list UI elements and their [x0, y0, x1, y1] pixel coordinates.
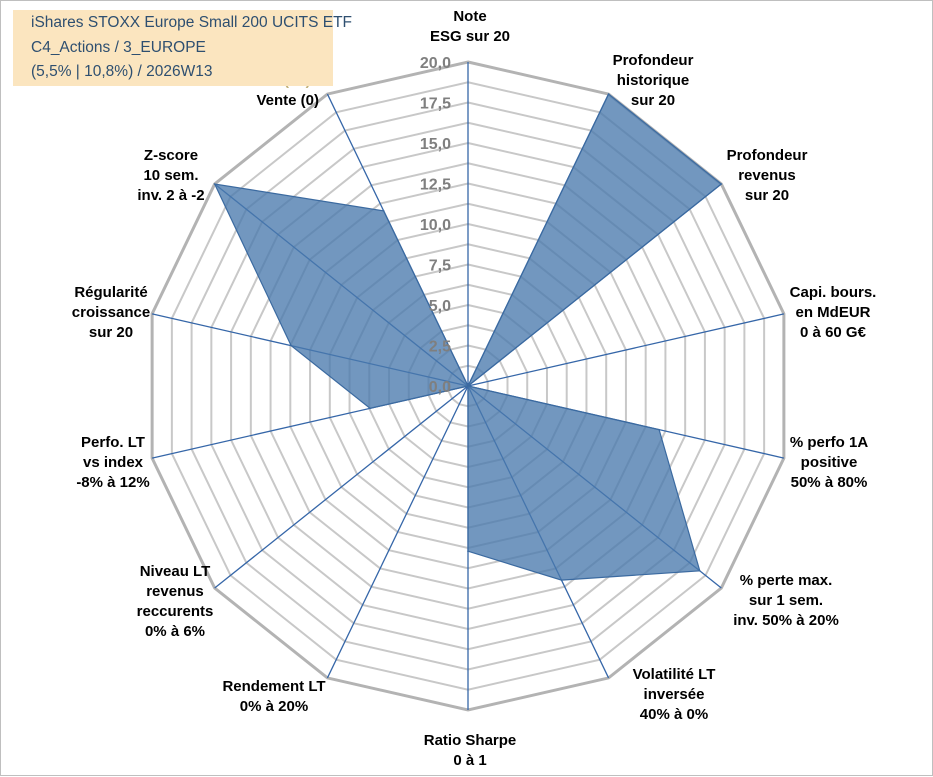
axis-label-line: en MdEUR [796, 304, 871, 321]
axis-label-line: ESG sur 20 [430, 28, 510, 45]
series-area [213, 93, 723, 581]
axis-label-volatilite: Volatilité LT inversée 40% à 0% [633, 666, 716, 723]
axis-label-esg: Note ESG sur 20 [430, 8, 510, 45]
axis-label-rendement: Rendement LT 0% à 20% [222, 678, 325, 715]
axis-label-line: inv. 2 à -2 [137, 187, 204, 204]
axis-label-line: 0% à 6% [145, 623, 205, 640]
data-point [382, 210, 385, 212]
axis-label-line: historique [617, 72, 690, 89]
axis-label-line: reccurents [137, 603, 214, 620]
axis-label-line: positive [801, 454, 858, 471]
tick-label: 17,5 [420, 96, 451, 113]
axis-label-line: Z-score [144, 147, 198, 164]
axis-label-line: 50% à 80% [791, 474, 868, 491]
axis-label-line: Profondeur [613, 52, 694, 69]
tick-label: 10,0 [420, 217, 451, 234]
axis-label-ratio-sharpe: Ratio Sharpe 0 à 1 [424, 732, 517, 769]
tick-label: 2,5 [429, 339, 451, 356]
chart-title: iShares STOXX Europe Small 200 UCITS ETF [31, 14, 353, 31]
axis-label-line: croissance [72, 304, 150, 321]
data-point [720, 183, 723, 185]
axis-label-perfo-1a: % perfo 1A positive 50% à 80% [790, 434, 869, 491]
data-point [607, 93, 610, 95]
chart-subtitle-category: C4_Actions / 3_EUROPE [31, 39, 206, 56]
spoke-line [467, 313, 785, 387]
tick-label: 7,5 [429, 258, 451, 275]
axis-label-perte-max: % perte max. sur 1 sem. inv. 50% à 20% [733, 572, 839, 629]
spoke-line [214, 385, 469, 589]
chart-title-box: iShares STOXX Europe Small 200 UCITS ETF… [13, 10, 352, 86]
data-point [698, 570, 701, 572]
axis-label-perfo-lt: Perfo. LT vs index -8% à 12% [76, 434, 149, 491]
axis-label-line: 10 sem. [143, 167, 198, 184]
axis-label-line: sur 20 [745, 187, 789, 204]
axis-label-line: 40% à 0% [640, 706, 708, 723]
axis-label-line: Ratio Sharpe [424, 732, 517, 749]
axis-label-line: % perte max. [740, 572, 833, 589]
axis-label-line: inversée [644, 686, 705, 703]
axis-label-line: Régularité [74, 284, 147, 301]
tick-label: 15,0 [420, 136, 451, 153]
axis-label-capi-bours: Capi. bours. en MdEUR 0 à 60 G€ [790, 284, 877, 341]
series-layer [213, 93, 723, 581]
axis-label-line: Volatilité LT [633, 666, 716, 683]
axis-label-niveau-revenus: Niveau LT revenus reccurents 0% à 6% [137, 563, 214, 640]
axis-label-line: Vente (0) [256, 92, 319, 109]
axis-label-line: revenus [146, 583, 204, 600]
tick-label: 12,5 [420, 177, 451, 194]
data-point [658, 428, 660, 431]
axis-label-regularite: Régularité croissance sur 20 [72, 284, 150, 341]
tick-label: 0,0 [429, 379, 451, 396]
axis-label-line: sur 20 [89, 324, 133, 341]
axis-label-profondeur-revenus: Profondeur revenus sur 20 [727, 147, 808, 204]
data-point [560, 579, 563, 581]
axis-label-line: -8% à 12% [76, 474, 149, 491]
axis-label-line: Rendement LT [222, 678, 325, 695]
data-point [213, 183, 216, 185]
axis-label-line: inv. 50% à 20% [733, 612, 839, 629]
axis-label-line: 0% à 20% [240, 698, 308, 715]
axis-label-z-score: Z-score 10 sem. inv. 2 à -2 [137, 147, 204, 204]
tick-label: 20,0 [420, 55, 451, 72]
axis-label-line: 0 à 1 [453, 752, 486, 769]
data-point [369, 407, 371, 410]
tick-label: 5,0 [429, 298, 451, 315]
axis-label-line: % perfo 1A [790, 434, 869, 451]
spoke-line [326, 385, 469, 679]
data-point [467, 550, 469, 553]
axis-label-profondeur-historique: Profondeur historique sur 20 [613, 52, 694, 109]
axis-label-line: Niveau LT [140, 563, 211, 580]
data-point [467, 385, 469, 387]
chart-subtitle-period: (5,5% | 10,8%) / 2026W13 [31, 63, 213, 80]
data-point [290, 344, 292, 347]
axis-label-line: sur 1 sem. [749, 592, 823, 609]
axis-label-line: Capi. bours. [790, 284, 877, 301]
axis-label-line: vs index [83, 454, 144, 471]
tick-labels: 0,0 2,5 5,0 7,5 10,0 12,5 15,0 17,5 20,0 [420, 55, 451, 396]
axis-label-line: Perfo. LT [81, 434, 145, 451]
axis-label-line: sur 20 [631, 92, 675, 109]
axis-label-line: Profondeur [727, 147, 808, 164]
axis-label-line: revenus [738, 167, 796, 184]
axis-label-line: 0 à 60 G€ [800, 324, 867, 341]
axis-label-line: Note [453, 8, 486, 25]
